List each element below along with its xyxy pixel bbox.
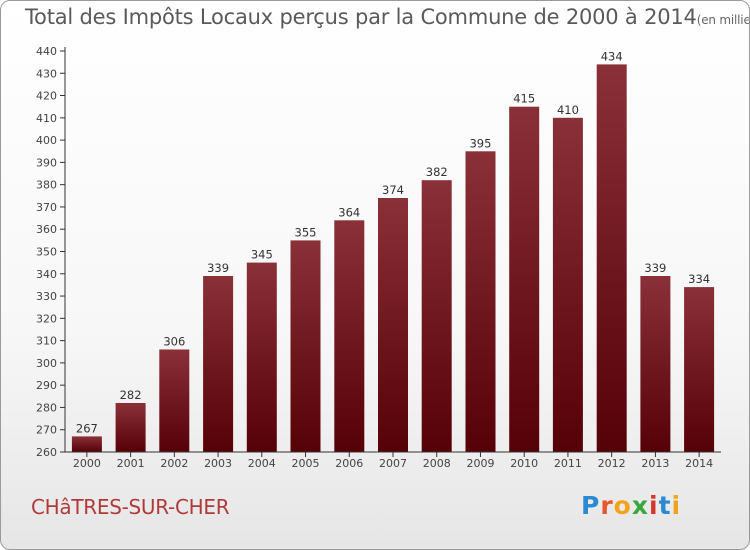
- x-tick-label: 2008: [423, 457, 451, 470]
- value-label: 282: [120, 388, 142, 402]
- y-tick-label: 290: [36, 379, 57, 392]
- x-tick-label: 2005: [292, 457, 320, 470]
- value-label: 355: [295, 225, 317, 239]
- y-tick-label: 410: [36, 112, 57, 125]
- value-label: 306: [163, 335, 185, 349]
- chart-title-text: Total des Impôts Locaux perçus par la Co…: [25, 5, 697, 29]
- chart-title-unit: (en milliers d'€): [696, 13, 750, 27]
- value-label: 339: [644, 261, 666, 275]
- y-tick-label: 310: [36, 335, 57, 348]
- x-tick-label: 2001: [117, 457, 145, 470]
- y-tick-label: 300: [36, 357, 57, 370]
- bar-2014: [684, 287, 715, 452]
- bar-2009: [465, 151, 496, 453]
- bar-2012: [596, 64, 627, 453]
- logo-letter-1: r: [600, 491, 614, 520]
- y-tick-label: 350: [36, 246, 57, 259]
- bar-2001: [115, 403, 146, 452]
- bar-2000: [71, 436, 102, 452]
- y-tick-label: 370: [36, 201, 57, 214]
- proxiti-logo[interactable]: Proxiti: [581, 491, 681, 520]
- bar-2005: [290, 240, 321, 452]
- value-label: 395: [469, 136, 491, 150]
- x-tick-label: 2003: [204, 457, 232, 470]
- x-tick-label: 2014: [685, 457, 713, 470]
- value-label: 434: [601, 49, 623, 63]
- x-tick-label: 2006: [335, 457, 363, 470]
- x-tick-label: 2002: [160, 457, 188, 470]
- bar-2003: [203, 276, 234, 452]
- y-tick-label: 330: [36, 290, 57, 303]
- x-tick-label: 2009: [466, 457, 494, 470]
- bar-2006: [334, 220, 365, 452]
- value-label: 410: [557, 103, 579, 117]
- value-label: 382: [426, 165, 448, 179]
- value-label: 364: [338, 205, 360, 219]
- x-tick-label: 2012: [598, 457, 626, 470]
- commune-name: CHâTRES-SUR-CHER: [31, 495, 230, 519]
- value-label: 415: [513, 92, 535, 106]
- y-tick-label: 440: [36, 45, 57, 58]
- y-tick-label: 420: [36, 90, 57, 103]
- value-label: 345: [251, 248, 273, 262]
- y-tick-label: 280: [36, 401, 57, 414]
- logo-letter-5: t: [658, 491, 672, 520]
- x-tick-label: 2000: [73, 457, 101, 470]
- x-tick-label: 2011: [554, 457, 582, 470]
- x-tick-label: 2010: [510, 457, 538, 470]
- bar-2010: [509, 106, 540, 452]
- chart-title: Total des Impôts Locaux perçus par la Co…: [25, 5, 750, 29]
- y-tick-label: 260: [36, 446, 57, 459]
- y-tick-label: 320: [36, 312, 57, 325]
- y-tick-label: 340: [36, 268, 57, 281]
- y-tick-label: 400: [36, 134, 57, 147]
- logo-letter-6: i: [671, 491, 682, 520]
- y-tick-label: 390: [36, 156, 57, 169]
- logo-letter-3: x: [631, 491, 649, 520]
- bar-2007: [378, 198, 408, 452]
- value-label: 374: [382, 183, 404, 197]
- logo-letter-2: o: [613, 491, 632, 520]
- y-tick-label: 360: [36, 223, 57, 236]
- y-tick-label: 270: [36, 424, 57, 437]
- y-tick-label: 430: [36, 67, 57, 80]
- bar-2013: [640, 276, 671, 452]
- logo-letter-0: P: [581, 491, 601, 520]
- bar-2004: [246, 262, 277, 452]
- value-label: 334: [688, 272, 710, 286]
- value-label: 267: [76, 421, 98, 435]
- value-label: 339: [207, 261, 229, 275]
- bar-2008: [421, 180, 452, 452]
- y-tick-label: 380: [36, 179, 57, 192]
- x-tick-label: 2013: [641, 457, 669, 470]
- bar-2002: [159, 349, 190, 452]
- x-tick-label: 2007: [379, 457, 407, 470]
- x-tick-label: 2004: [248, 457, 276, 470]
- logo-letter-4: i: [649, 491, 659, 520]
- bar-2011: [552, 117, 583, 453]
